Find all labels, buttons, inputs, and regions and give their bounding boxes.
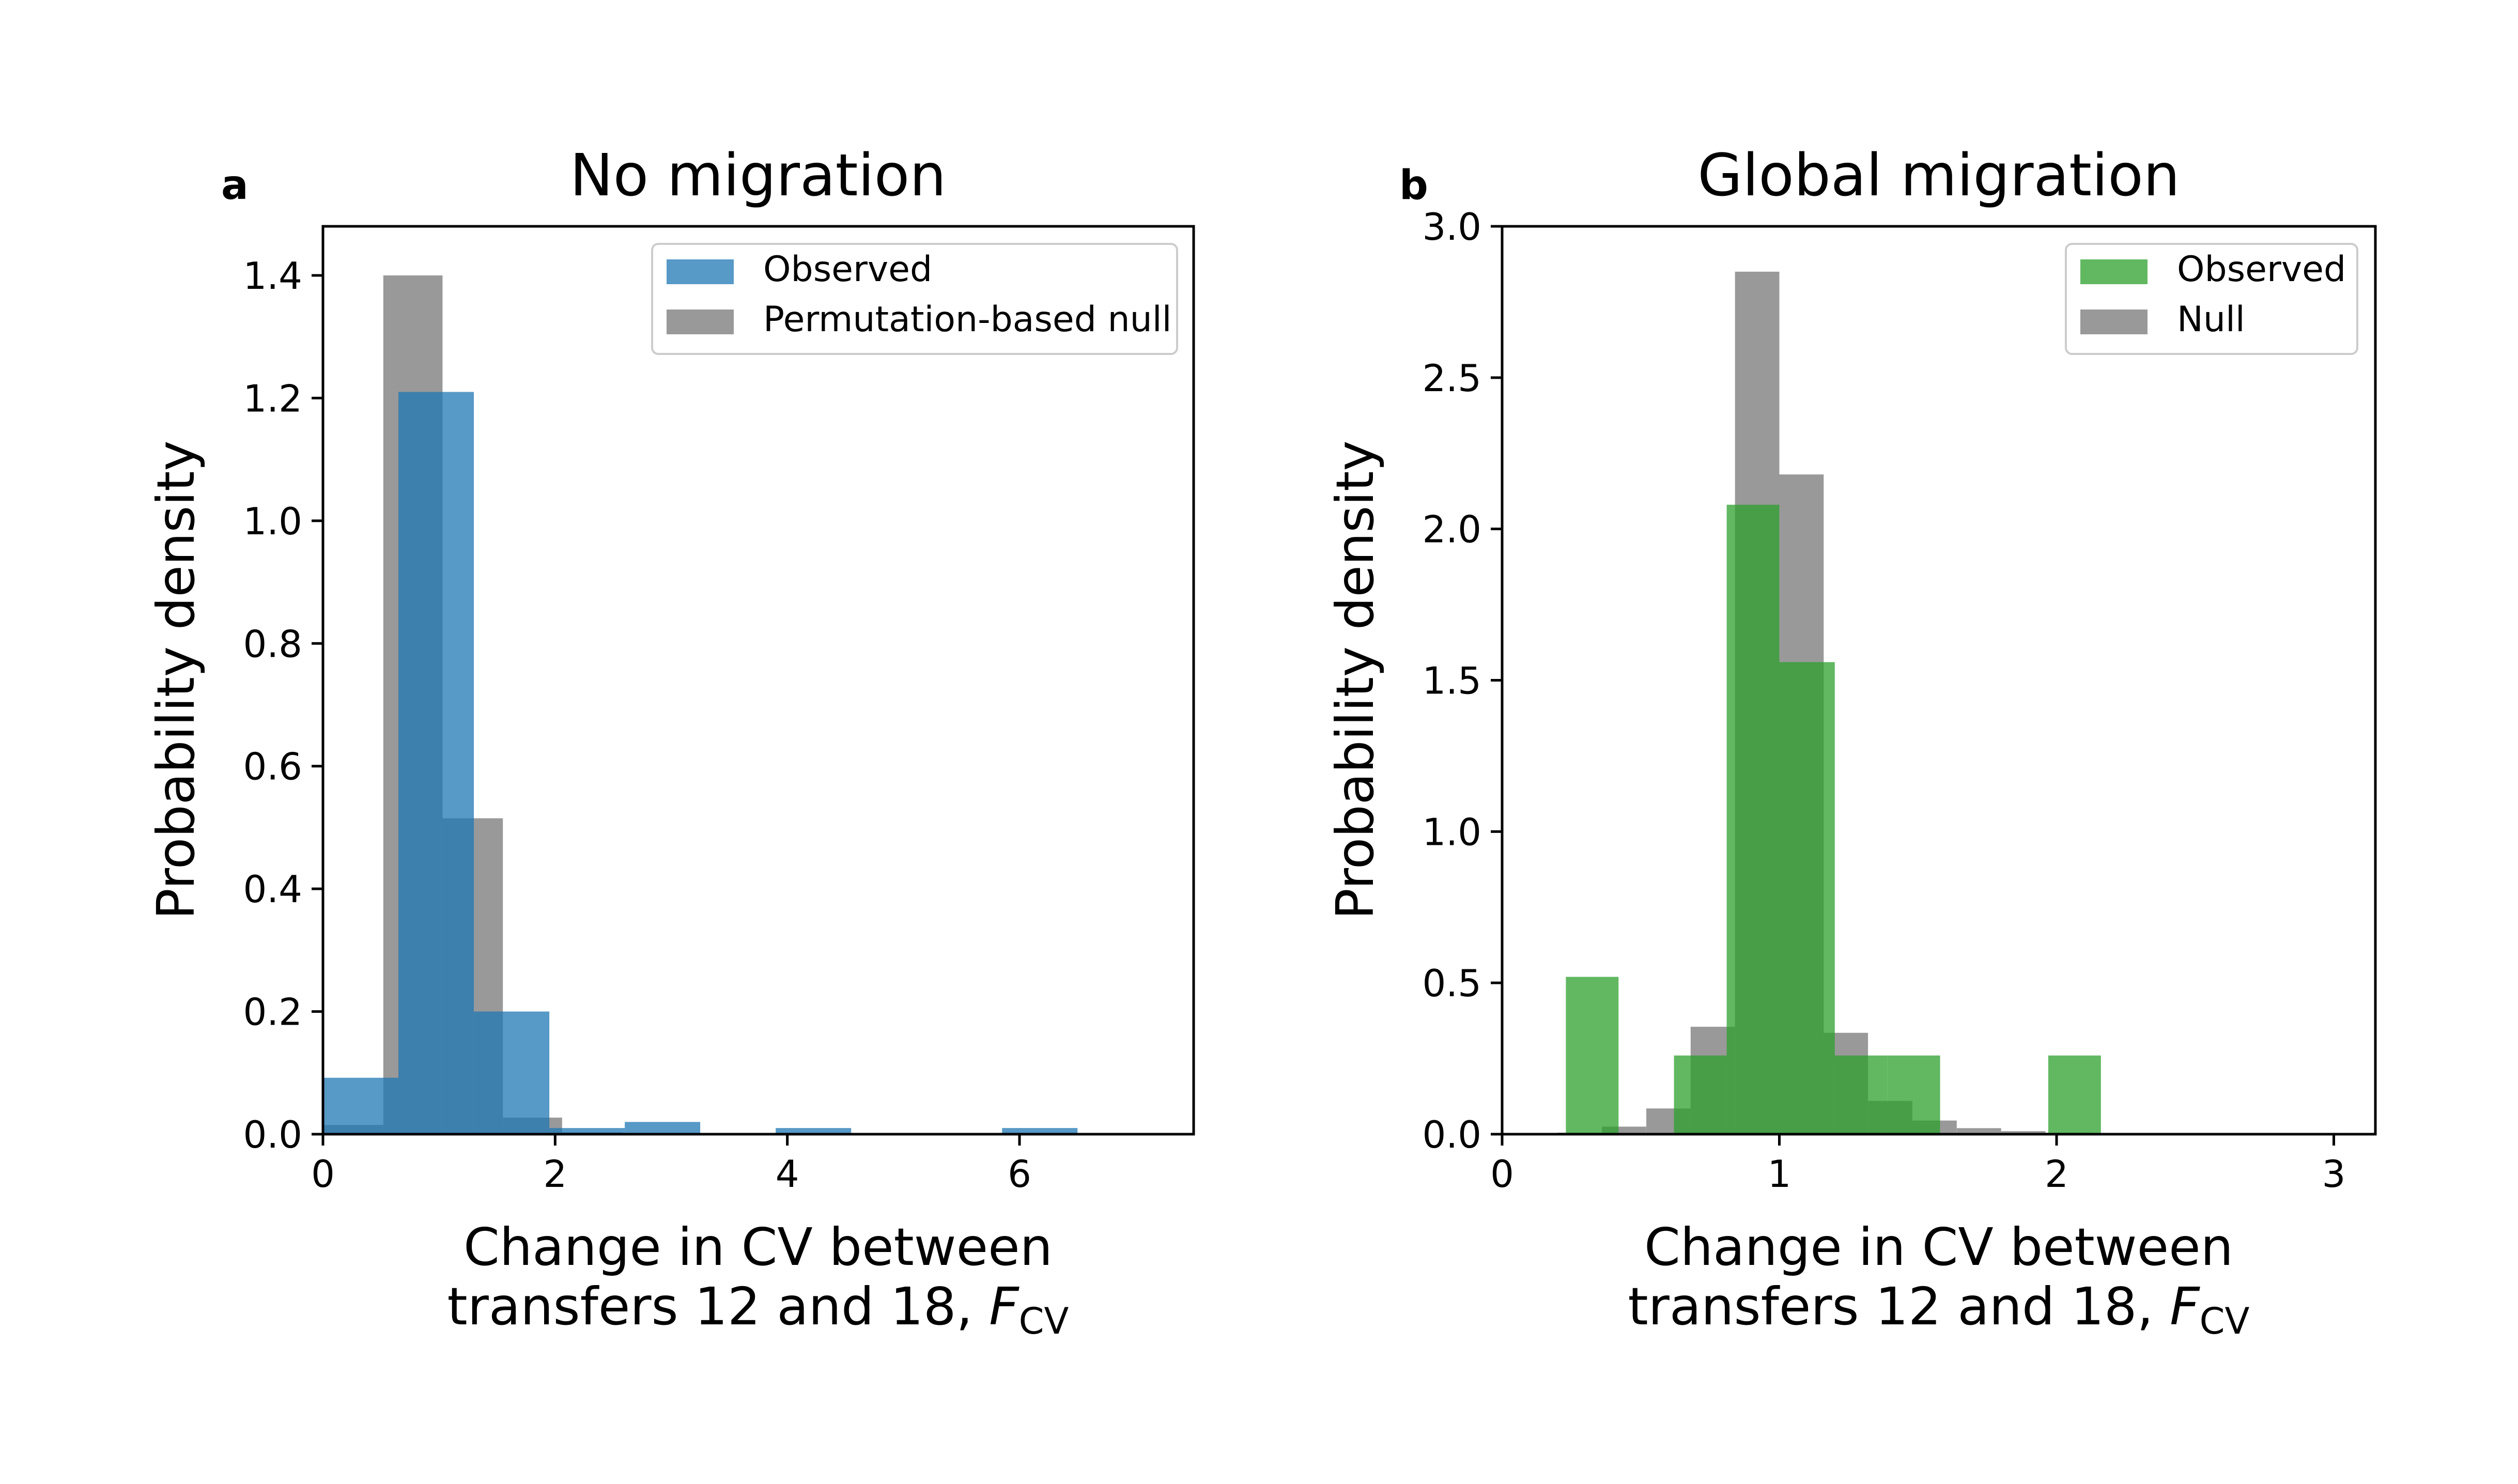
bar-b-series-1-bin-0 bbox=[1566, 977, 1619, 1134]
y-tick-label-b-3: 1.5 bbox=[1422, 659, 1481, 703]
bar-a-series-1-bin-3 bbox=[549, 1128, 625, 1134]
x-axis-label-b-symbol: F bbox=[2170, 1276, 2200, 1337]
x-tick-label-a-2: 4 bbox=[776, 1152, 799, 1196]
axes-frame-a bbox=[321, 225, 1195, 1136]
y-tick-label-a-5: 1.0 bbox=[243, 500, 302, 543]
x-tick-label-b-1: 1 bbox=[1768, 1152, 1791, 1196]
legend-label-null-a: Permutation-based null bbox=[763, 299, 1172, 340]
legend-frame-a bbox=[651, 243, 1178, 355]
bar-a-series-1-bin-2 bbox=[474, 1011, 550, 1134]
y-tick-label-b-4: 2.0 bbox=[1422, 508, 1481, 551]
bar-b-series-1-bin-6 bbox=[2048, 1055, 2101, 1134]
x-tick-label-a-3: 6 bbox=[1008, 1152, 1031, 1196]
bars-a bbox=[323, 275, 1078, 1134]
bar-b-series-0-bin-10 bbox=[2001, 1131, 2046, 1134]
x-axis-label-b-prefix: transfers 12 and 18, bbox=[1628, 1276, 2170, 1337]
y-tick-label-b-0: 0.0 bbox=[1422, 1113, 1481, 1156]
bar-b-series-1-bin-5 bbox=[1887, 1055, 1940, 1134]
bar-b-series-1-bin-2 bbox=[1726, 504, 1780, 1134]
x-tick-label-a-0: 0 bbox=[311, 1152, 335, 1196]
bar-a-series-1-bin-5 bbox=[776, 1128, 852, 1134]
legend-label-observed-b: Observed bbox=[2177, 249, 2346, 290]
legend-label-observed-a: Observed bbox=[763, 249, 932, 290]
x-axis-label-a-subscript: CV bbox=[1019, 1300, 1069, 1342]
x-axis-label-a-line2: transfers 12 and 18, FCV bbox=[447, 1276, 1069, 1342]
y-ticks-b: 0.0 0.5 1.0 1.5 2.0 2.5 3.0 bbox=[1422, 205, 1502, 1156]
y-tick-label-a-0: 0.0 bbox=[243, 1113, 302, 1156]
bar-a-series-1-bin-0 bbox=[323, 1077, 398, 1134]
x-axis-label-a-symbol: F bbox=[989, 1276, 1019, 1337]
x-axis-label-b-subscript: CV bbox=[2200, 1300, 2250, 1342]
legend-label-null-b: Null bbox=[2177, 299, 2245, 340]
x-tick-label-b-3: 3 bbox=[2322, 1152, 2346, 1196]
y-tick-label-b-6: 3.0 bbox=[1422, 205, 1481, 249]
bar-a-series-1-bin-4 bbox=[625, 1122, 701, 1134]
y-tick-label-a-3: 0.6 bbox=[243, 745, 302, 789]
bars-b bbox=[1557, 271, 2135, 1135]
bar-b-series-0-bin-9 bbox=[1956, 1128, 2001, 1134]
y-tick-label-a-4: 0.8 bbox=[243, 622, 302, 666]
y-tick-label-b-5: 2.5 bbox=[1422, 357, 1481, 400]
y-tick-label-a-7: 1.4 bbox=[243, 254, 302, 298]
bar-b-series-1-bin-4 bbox=[1834, 1055, 1888, 1134]
y-tick-label-b-1: 0.5 bbox=[1422, 962, 1481, 1005]
x-axis-label-b-line1: Change in CV between bbox=[1644, 1217, 2233, 1277]
bar-b-series-1-bin-1 bbox=[1674, 1055, 1727, 1134]
bar-a-series-1-bin-1 bbox=[398, 392, 474, 1134]
y-axis-label-a: Probability density bbox=[146, 440, 206, 919]
bar-b-series-1-bin-3 bbox=[1779, 662, 1835, 1134]
x-axis-label-b-line2: transfers 12 and 18, FCV bbox=[1628, 1276, 2250, 1342]
panel-label-a: a bbox=[221, 162, 249, 209]
legend-b: Observed Null bbox=[2065, 243, 2358, 355]
y-tick-label-a-6: 1.2 bbox=[243, 377, 302, 420]
y-tick-label-a-2: 0.4 bbox=[243, 868, 302, 911]
legend-a: Observed Permutation-based null bbox=[651, 243, 1178, 355]
legend-swatch-null-a bbox=[667, 310, 734, 334]
x-ticks-b: 0 1 2 3 bbox=[1490, 1134, 2345, 1196]
x-tick-label-b-0: 0 bbox=[1490, 1152, 1514, 1196]
chart-title-a: No migration bbox=[570, 142, 946, 209]
y-axis-label-b: Probability density bbox=[1325, 440, 1385, 919]
panel-a: 0 2 4 6 0.0 0.2 0.4 0.6 0.8 1.0 1.2 1.4 a No migra… bbox=[146, 142, 1195, 1342]
x-tick-label-a-1: 2 bbox=[543, 1152, 567, 1196]
panel-b: 0 1 2 3 0.0 0.5 1.0 1.5 2.0 2.5 3.0 b Global migr… bbox=[1325, 142, 2377, 1342]
y-ticks-a: 0.0 0.2 0.4 0.6 0.8 1.0 1.2 1.4 bbox=[243, 254, 323, 1156]
legend-swatch-observed-a bbox=[667, 259, 734, 284]
chart-title-b: Global migration bbox=[1697, 142, 2180, 209]
legend-swatch-null-b bbox=[2080, 310, 2148, 334]
legend-swatch-observed-b bbox=[2080, 259, 2148, 284]
y-tick-label-b-2: 1.0 bbox=[1422, 810, 1481, 854]
panel-label-b: b bbox=[1399, 162, 1428, 209]
x-axis-label-a-line1: Change in CV between bbox=[464, 1217, 1053, 1277]
y-tick-label-a-1: 0.2 bbox=[243, 991, 302, 1034]
x-tick-label-b-2: 2 bbox=[2045, 1152, 2068, 1196]
x-axis-label-a-prefix: transfers 12 and 18, bbox=[447, 1276, 990, 1337]
bar-a-series-1-bin-6 bbox=[1002, 1128, 1078, 1134]
axes-frame-b bbox=[1501, 225, 2377, 1136]
x-ticks-a: 0 2 4 6 bbox=[311, 1134, 1031, 1196]
